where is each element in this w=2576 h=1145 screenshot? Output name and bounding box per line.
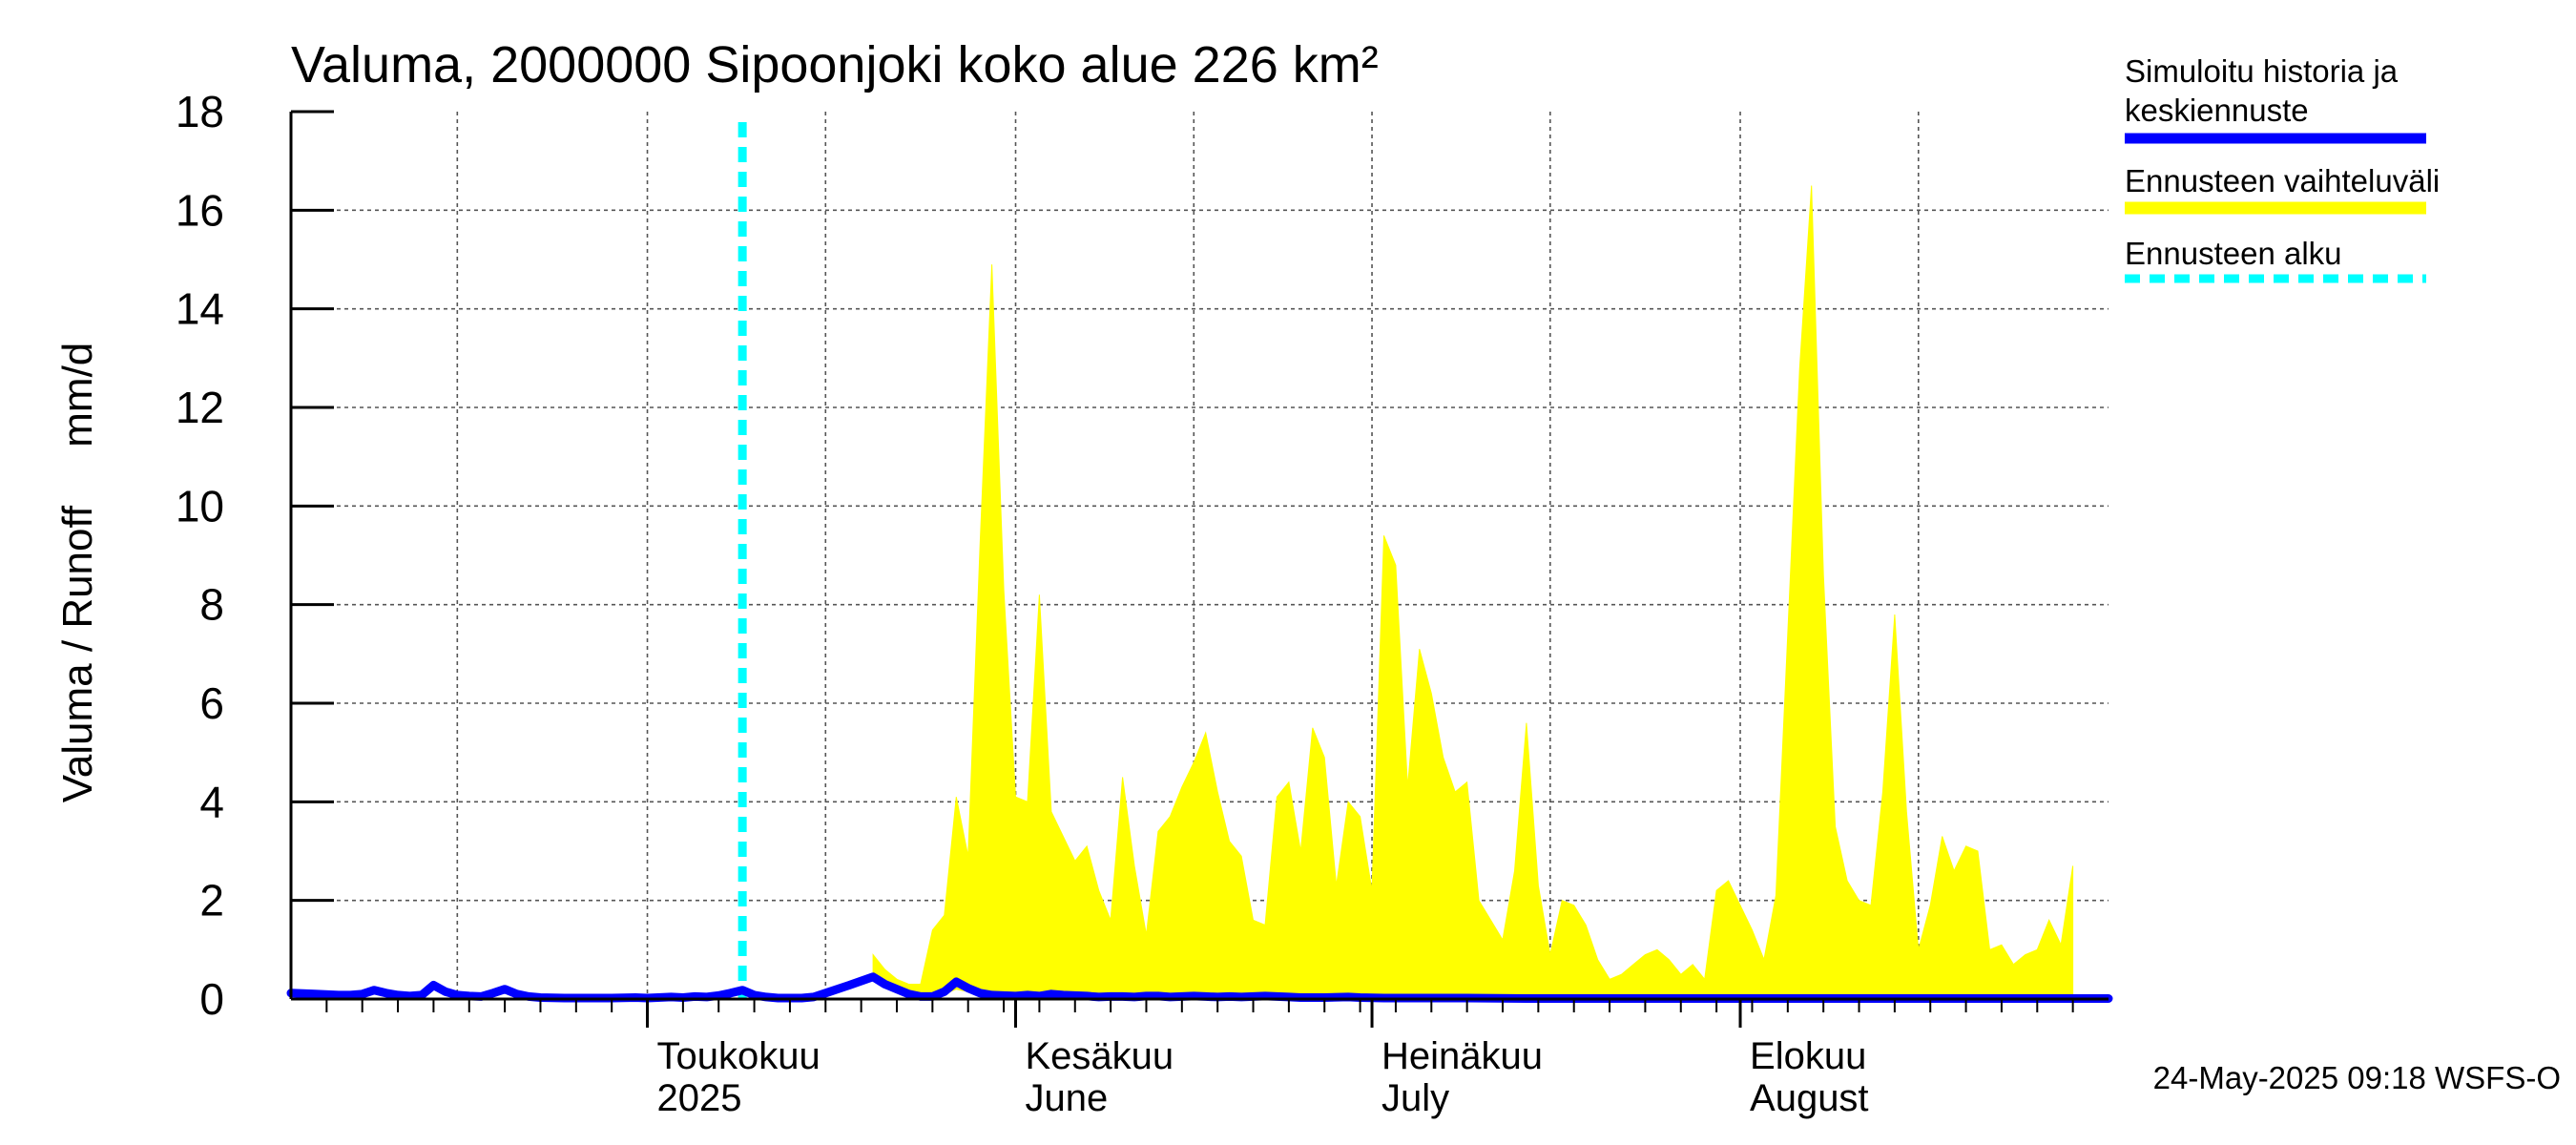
month-label-fi: Heinäkuu <box>1381 1035 1543 1077</box>
month-label-en: August <box>1750 1077 1869 1119</box>
month-label-en: 2025 <box>657 1077 742 1119</box>
legend-history-label-line2: keskiennuste <box>2125 93 2309 128</box>
y-tick-label: 12 <box>176 383 224 432</box>
legend-range-label: Ennusteen vaihteluväli <box>2125 163 2440 198</box>
y-axis-label: Valuma / Runoff mm/d <box>54 343 101 803</box>
y-tick-label: 10 <box>176 481 224 531</box>
month-label-fi: Kesäkuu <box>1026 1035 1174 1077</box>
forecast-range-layer <box>872 185 2074 1000</box>
y-tick-label: 4 <box>199 777 224 826</box>
chart-title: Valuma, 2000000 Sipoonjoki koko alue 226… <box>291 36 1379 94</box>
month-label-en: July <box>1381 1077 1449 1119</box>
legend: Simuloitu historia ja keskiennuste Ennus… <box>2125 53 2440 283</box>
y-tick-label: 2 <box>199 876 224 926</box>
legend-history-label-line1: Simuloitu historia ja <box>2125 53 2399 89</box>
forecast-range-area <box>872 185 2074 1000</box>
legend-start-label: Ennusteen alku <box>2125 236 2342 271</box>
y-tick-label: 8 <box>199 580 224 630</box>
y-tick-label: 6 <box>199 678 224 728</box>
footer-timestamp: 24-May-2025 09:18 WSFS-O <box>2153 1060 2561 1095</box>
y-tick-label: 18 <box>176 87 224 136</box>
y-tick-label: 16 <box>176 185 224 235</box>
axes <box>289 110 2109 1028</box>
month-label-fi: Elokuu <box>1750 1035 1866 1077</box>
y-tick-label: 0 <box>199 974 224 1024</box>
month-label-en: June <box>1026 1077 1109 1119</box>
y-tick-label: 14 <box>176 284 224 334</box>
month-label-fi: Toukokuu <box>657 1035 821 1077</box>
y-tick-labels: 0 2 4 6 8 10 12 14 16 18 <box>176 87 224 1024</box>
